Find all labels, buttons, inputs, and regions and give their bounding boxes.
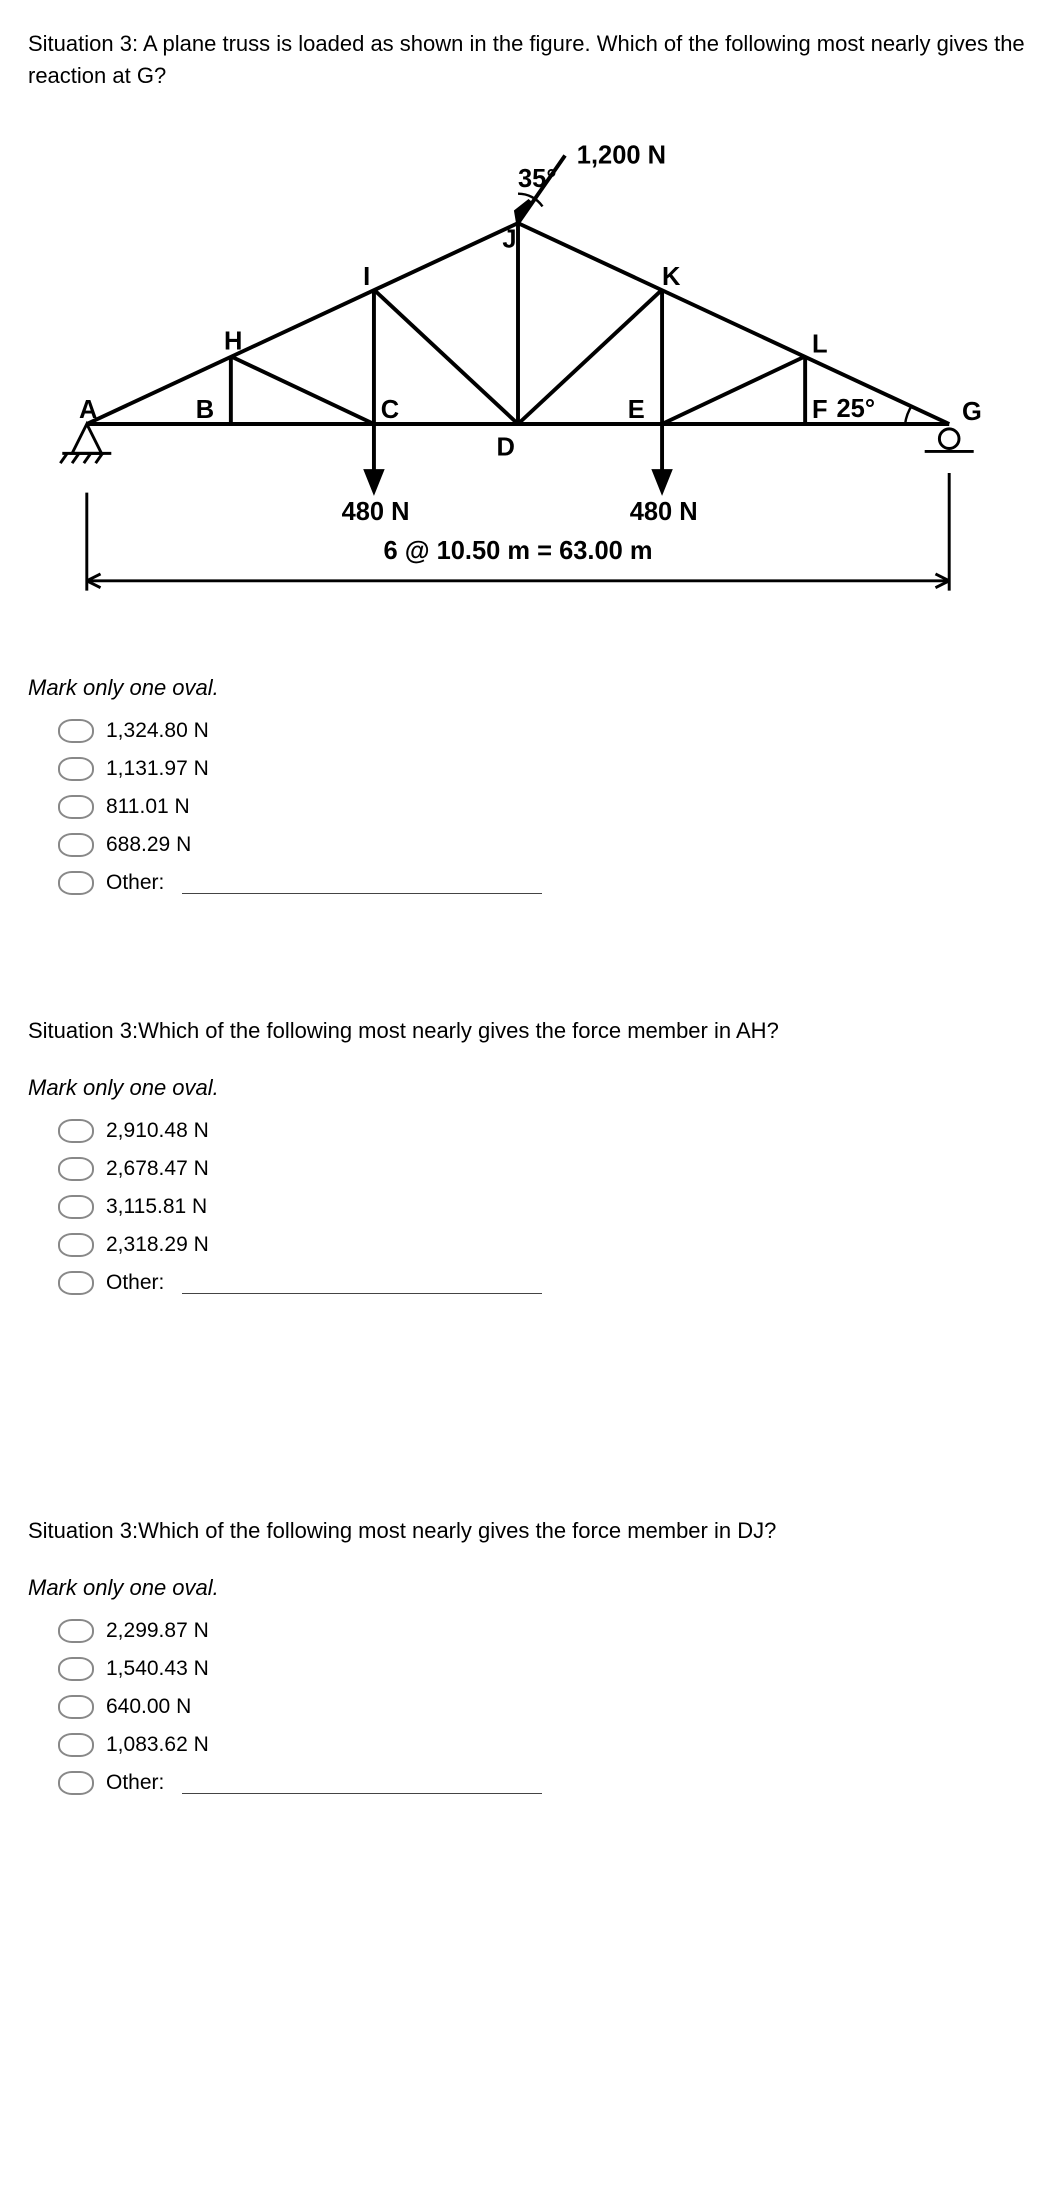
option-label: 688.29 N (106, 833, 191, 857)
label-G: G (962, 398, 982, 426)
option-label: 2,299.87 N (106, 1619, 209, 1643)
radio-oval[interactable] (58, 757, 94, 781)
label-A: A (79, 396, 97, 424)
q2-options: 2,910.48 N 2,678.47 N 3,115.81 N 2,318.2… (58, 1119, 1033, 1295)
q2-option-2[interactable]: 3,115.81 N (58, 1195, 1033, 1219)
question-2-block: Situation 3:Which of the following most … (28, 1015, 1033, 1295)
radio-oval[interactable] (58, 1157, 94, 1181)
label-K: K (662, 263, 681, 291)
option-label: 2,910.48 N (106, 1119, 209, 1143)
option-label: 3,115.81 N (106, 1195, 207, 1219)
q3-option-3[interactable]: 1,083.62 N (58, 1733, 1033, 1757)
option-label: 811.01 N (106, 795, 190, 819)
radio-oval[interactable] (58, 1771, 94, 1795)
q1-option-1[interactable]: 1,131.97 N (58, 757, 1033, 781)
radio-oval[interactable] (58, 719, 94, 743)
label-C: C (381, 396, 399, 424)
q2-option-0[interactable]: 2,910.48 N (58, 1119, 1033, 1143)
question-3-text: Situation 3:Which of the following most … (28, 1515, 1033, 1547)
option-label: 1,324.80 N (106, 719, 209, 743)
radio-oval[interactable] (58, 1619, 94, 1643)
option-label: 640.00 N (106, 1695, 191, 1719)
other-input-line[interactable] (182, 871, 542, 894)
q1-option-3[interactable]: 688.29 N (58, 833, 1033, 857)
option-other-label: Other: (106, 1771, 164, 1795)
option-other-label: Other: (106, 871, 164, 895)
label-span: 6 @ 10.50 m = 63.00 m (383, 537, 652, 565)
q3-option-other[interactable]: Other: (58, 1771, 1033, 1795)
option-other-label: Other: (106, 1271, 164, 1295)
option-label: 2,678.47 N (106, 1157, 209, 1181)
radio-oval[interactable] (58, 1733, 94, 1757)
q1-option-other[interactable]: Other: (58, 871, 1033, 895)
question-2-text: Situation 3:Which of the following most … (28, 1015, 1033, 1047)
q3-options: 2,299.87 N 1,540.43 N 640.00 N 1,083.62 … (58, 1619, 1033, 1795)
label-I: I (363, 263, 370, 291)
label-F: F (812, 396, 828, 424)
option-label: 1,131.97 N (106, 757, 209, 781)
q2-option-other[interactable]: Other: (58, 1271, 1033, 1295)
label-load-e: 480 N (630, 498, 698, 526)
truss-figure: 1,200 N 35° J I K H L A B C D E F G 25° … (28, 120, 1033, 635)
label-load-c: 480 N (342, 498, 410, 526)
label-L: L (812, 330, 828, 358)
q2-option-3[interactable]: 2,318.29 N (58, 1233, 1033, 1257)
q1-options: 1,324.80 N 1,131.97 N 811.01 N 688.29 N … (58, 719, 1033, 895)
option-label: 2,318.29 N (106, 1233, 209, 1257)
q2-option-1[interactable]: 2,678.47 N (58, 1157, 1033, 1181)
option-label: 1,540.43 N (106, 1657, 209, 1681)
q3-option-2[interactable]: 640.00 N (58, 1695, 1033, 1719)
other-input-line[interactable] (182, 1271, 542, 1294)
label-angle-right: 25° (837, 395, 876, 423)
radio-oval[interactable] (58, 871, 94, 895)
q3-option-0[interactable]: 2,299.87 N (58, 1619, 1033, 1643)
q1-option-2[interactable]: 811.01 N (58, 795, 1033, 819)
label-J: J (502, 225, 516, 253)
q3-instruction: Mark only one oval. (28, 1575, 1033, 1601)
label-E: E (628, 396, 645, 424)
radio-oval[interactable] (58, 1271, 94, 1295)
radio-oval[interactable] (58, 1657, 94, 1681)
question-1-block: Situation 3: A plane truss is loaded as … (28, 28, 1033, 895)
q1-option-0[interactable]: 1,324.80 N (58, 719, 1033, 743)
question-3-block: Situation 3:Which of the following most … (28, 1515, 1033, 1795)
label-D: D (496, 433, 514, 461)
radio-oval[interactable] (58, 1195, 94, 1219)
label-load-top: 1,200 N (577, 141, 666, 169)
q2-instruction: Mark only one oval. (28, 1075, 1033, 1101)
option-label: 1,083.62 N (106, 1733, 209, 1757)
q3-option-1[interactable]: 1,540.43 N (58, 1657, 1033, 1681)
radio-oval[interactable] (58, 1119, 94, 1143)
question-1-text: Situation 3: A plane truss is loaded as … (28, 28, 1033, 92)
label-angle-top: 35° (518, 165, 557, 193)
radio-oval[interactable] (58, 795, 94, 819)
q1-instruction: Mark only one oval. (28, 675, 1033, 701)
radio-oval[interactable] (58, 833, 94, 857)
radio-oval[interactable] (58, 1695, 94, 1719)
radio-oval[interactable] (58, 1233, 94, 1257)
label-B: B (196, 396, 214, 424)
truss-svg: 1,200 N 35° J I K H L A B C D E F G 25° … (28, 120, 1008, 630)
other-input-line[interactable] (182, 1771, 542, 1794)
label-H: H (224, 327, 242, 355)
